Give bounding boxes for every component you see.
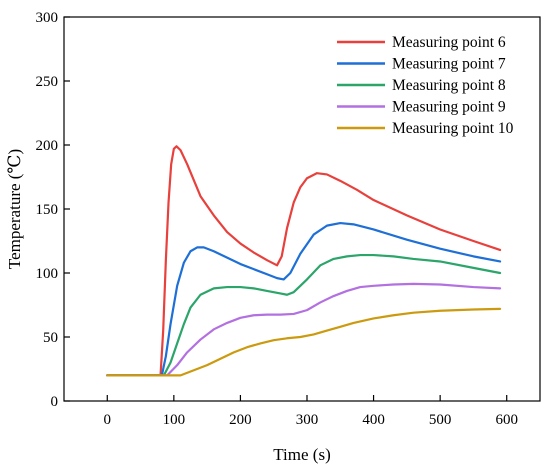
- tick-labels: 0 100 200 300 400 500 600 0 50 100 150 200 250 300: [36, 10, 518, 428]
- y-tick-label: 300: [36, 10, 59, 26]
- series-lines: [106, 145, 502, 377]
- legend-label-1: Measuring point 6: [392, 34, 506, 51]
- x-tick-label: 300: [296, 412, 319, 428]
- y-tick-label: 0: [51, 394, 59, 410]
- series-line-2: [106, 221, 502, 377]
- y-tick-label: 150: [36, 202, 59, 218]
- legend-label-2: Measuring point 7: [392, 56, 506, 73]
- x-tick-label: 0: [104, 412, 112, 428]
- legend-label-4: Measuring point 9: [392, 99, 506, 116]
- legend-label-3: Measuring point 8: [392, 77, 506, 94]
- y-axis-title: Temperature (℃): [5, 149, 24, 269]
- y-tick-label: 200: [36, 138, 59, 154]
- legend-label-5: Measuring point 10: [392, 120, 514, 137]
- x-tick-label: 100: [163, 412, 186, 428]
- x-tick-label: 200: [229, 412, 252, 428]
- series-line-3: [106, 253, 502, 377]
- y-tick-label: 250: [36, 74, 59, 90]
- tick-marks: [64, 16, 508, 402]
- x-tick-label: 400: [362, 412, 385, 428]
- series-line-1: [106, 145, 502, 377]
- x-tick-label: 600: [495, 412, 518, 428]
- series-line-5: [106, 307, 502, 377]
- y-tick-label: 100: [36, 266, 59, 282]
- legend: Measuring point 6 Measuring point 7 Measur…: [337, 34, 514, 137]
- plot-frame: [63, 16, 541, 402]
- x-axis-title: Time (s): [273, 445, 330, 464]
- x-tick-label: 500: [429, 412, 452, 428]
- series-line-4: [106, 282, 502, 377]
- y-tick-label: 50: [43, 330, 58, 346]
